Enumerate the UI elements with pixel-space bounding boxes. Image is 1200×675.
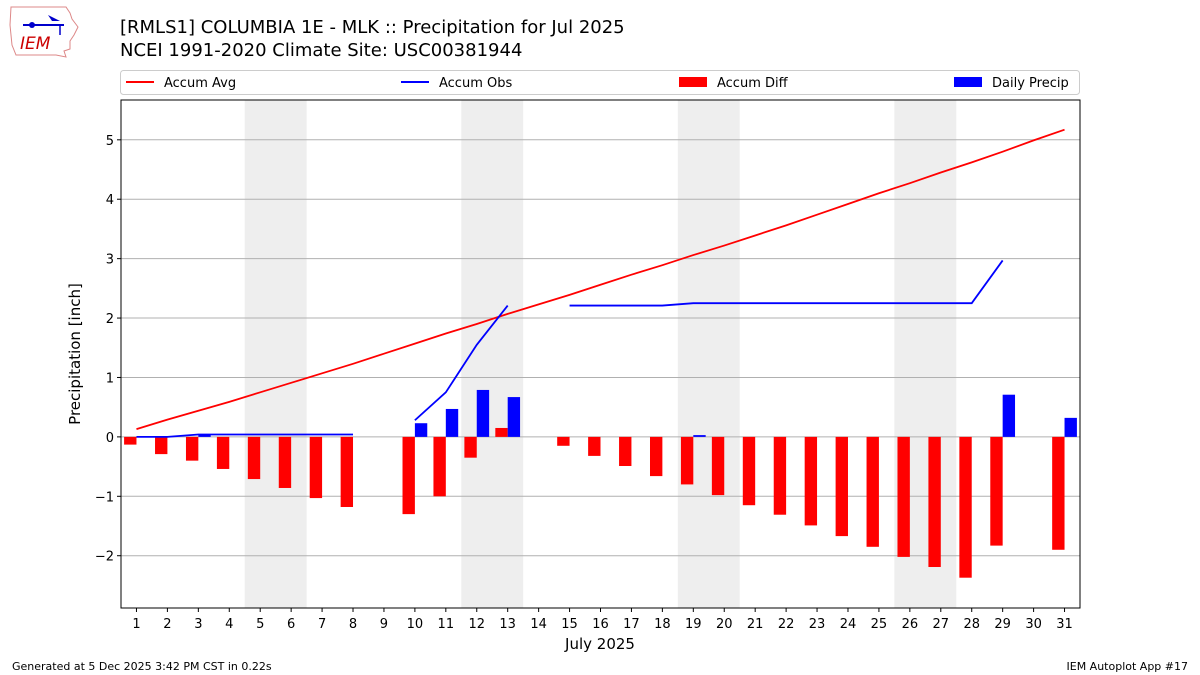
accum-obs-line <box>136 433 354 438</box>
accum-diff-bar <box>464 436 477 458</box>
y-tick-label: 1 <box>106 371 114 386</box>
accum-diff-bar <box>557 436 570 446</box>
accum-diff-bar <box>216 436 230 469</box>
x-tick-label: 16 <box>592 617 609 632</box>
x-tick-label: 31 <box>1056 617 1073 632</box>
y-tick-label: 2 <box>106 312 114 327</box>
x-tick-label: 11 <box>438 617 455 632</box>
accum-diff-bar <box>649 436 663 477</box>
x-tick-label: 10 <box>407 617 424 632</box>
x-tick-label: 13 <box>499 617 516 632</box>
x-tick-label: 22 <box>778 617 795 632</box>
accum-diff-bar <box>495 427 508 437</box>
accum-diff-bar <box>155 436 168 455</box>
x-tick-label: 5 <box>256 617 264 632</box>
x-tick-label: 19 <box>685 617 702 632</box>
legend-label: Accum Avg <box>164 76 236 91</box>
daily-precip-bar <box>1064 417 1077 437</box>
daily-precip-bar <box>507 397 521 437</box>
daily-precip-bar <box>693 435 706 437</box>
x-tick-label: 8 <box>349 617 357 632</box>
accum-avg-line <box>136 128 1065 431</box>
x-axis-label: July 2025 <box>564 635 635 653</box>
y-tick-label: 0 <box>106 431 114 446</box>
daily-precip-bar <box>445 408 459 437</box>
accum-diff-bar <box>1052 436 1065 550</box>
daily-precip-bar <box>414 423 428 437</box>
chart-title: [RMLS1] COLUMBIA 1E - MLK :: Precipitati… <box>120 17 625 38</box>
generated-timestamp: Generated at 5 Dec 2025 3:42 PM CST in 0… <box>12 660 272 673</box>
x-tick-label: 17 <box>623 617 640 632</box>
y-tick-label: 5 <box>106 134 114 149</box>
accum-diff-bar <box>309 436 323 499</box>
accum-diff-bar <box>278 436 292 488</box>
accum-diff-bar <box>959 436 972 578</box>
accum-obs-line <box>414 305 509 421</box>
accum-diff-bar <box>928 436 941 568</box>
accum-diff-bar <box>804 436 818 526</box>
accum-diff-bar <box>773 436 787 515</box>
x-tick-label: 30 <box>1025 617 1042 632</box>
x-tick-label: 26 <box>902 617 919 632</box>
accum-diff-bar <box>124 436 137 445</box>
legend-label: Accum Obs <box>439 76 512 91</box>
accum-diff-bar <box>433 436 446 497</box>
x-tick-label: 18 <box>654 617 671 632</box>
legend: Accum Avg Accum Obs Accum Diff Daily Precip <box>120 70 1080 95</box>
x-tick-label: 21 <box>747 617 764 632</box>
x-tick-label: 3 <box>194 617 202 632</box>
legend-label: Accum Diff <box>717 76 789 91</box>
accum-diff-bar <box>588 436 601 456</box>
legend-bar-swatch <box>954 77 982 87</box>
accum-diff-bar <box>247 436 261 480</box>
iem-logo: IEM <box>9 6 79 58</box>
x-tick-label: 28 <box>963 617 980 632</box>
accum-diff-bar <box>185 436 199 461</box>
y-tick-label: −2 <box>95 550 114 565</box>
daily-precip-bar <box>1002 394 1016 437</box>
x-tick-label: 14 <box>530 617 547 632</box>
logo-text: IEM <box>20 34 51 54</box>
daily-precip-bar <box>476 389 490 437</box>
accum-diff-bar <box>340 436 354 507</box>
accum-obs-line <box>569 259 1004 307</box>
x-tick-label: 24 <box>840 617 857 632</box>
accum-diff-bar <box>742 436 756 506</box>
accum-diff-bar <box>835 436 848 537</box>
y-tick-label: 4 <box>106 193 114 208</box>
x-tick-label: 2 <box>163 617 171 632</box>
legend-label: Daily Precip <box>992 76 1069 91</box>
x-tick-label: 9 <box>380 617 388 632</box>
y-axis-label: Precipitation [inch] <box>66 283 84 425</box>
x-tick-label: 27 <box>933 617 950 632</box>
x-tick-label: 15 <box>561 617 578 632</box>
legend-bar-swatch <box>679 77 707 87</box>
x-tick-label: 25 <box>871 617 888 632</box>
y-tick-label: 3 <box>106 253 114 268</box>
accum-diff-bar <box>990 436 1003 546</box>
accum-diff-bar <box>897 436 910 557</box>
x-tick-label: 1 <box>132 617 140 632</box>
weekend-shade <box>244 100 307 608</box>
weekend-shade <box>677 100 740 608</box>
accum-diff-bar <box>619 436 632 466</box>
x-tick-label: 23 <box>809 617 826 632</box>
accum-diff-bar <box>680 436 694 485</box>
x-tick-label: 4 <box>225 617 233 632</box>
app-label: IEM Autoplot App #17 <box>1066 660 1189 673</box>
chart-subtitle: NCEI 1991-2020 Climate Site: USC00381944 <box>120 40 523 61</box>
accum-diff-bar <box>866 436 879 547</box>
x-tick-label: 29 <box>994 617 1011 632</box>
accum-diff-bar <box>402 436 415 515</box>
daily-precip-bar <box>198 434 211 437</box>
x-tick-label: 12 <box>468 617 485 632</box>
y-tick-label: −1 <box>95 490 114 505</box>
x-tick-label: 20 <box>716 617 733 632</box>
x-tick-label: 7 <box>318 617 326 632</box>
x-tick-label: 6 <box>287 617 295 632</box>
accum-diff-bar <box>711 436 725 496</box>
